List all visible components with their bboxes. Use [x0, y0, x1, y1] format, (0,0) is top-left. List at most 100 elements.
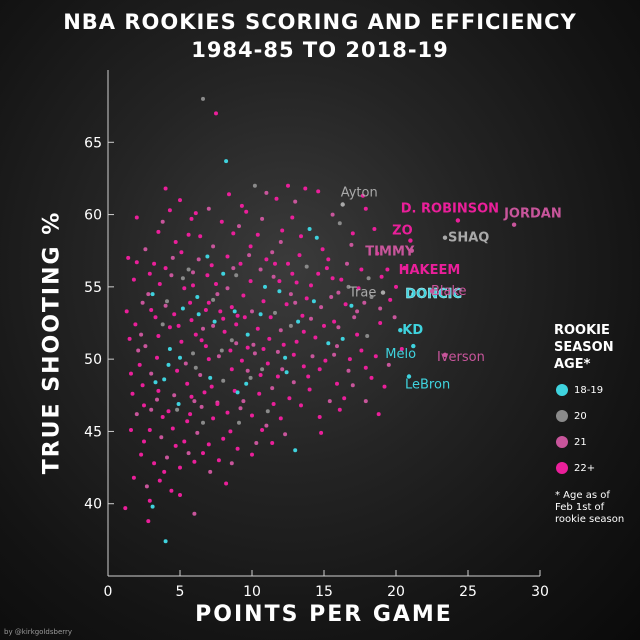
data-point	[152, 461, 157, 466]
player-label: TIMMY	[365, 245, 415, 260]
data-point	[208, 469, 213, 474]
data-point	[299, 403, 303, 408]
data-point	[166, 409, 171, 414]
data-point	[166, 362, 171, 367]
data-point	[273, 261, 277, 266]
y-tick-label: 50	[84, 352, 102, 368]
data-point	[267, 336, 272, 341]
data-point	[137, 362, 142, 367]
data-point	[394, 284, 398, 289]
data-point	[337, 407, 342, 412]
data-point	[382, 384, 387, 389]
data-point	[287, 396, 292, 401]
data-point	[270, 250, 275, 255]
data-point	[363, 399, 368, 404]
data-point	[176, 402, 181, 406]
data-point	[275, 349, 280, 354]
data-point	[147, 428, 152, 432]
data-point	[147, 271, 152, 276]
data-point	[297, 253, 302, 258]
highlight-point	[406, 374, 412, 379]
data-point	[201, 420, 205, 425]
data-point	[214, 282, 218, 286]
data-point	[283, 432, 288, 437]
data-point	[261, 347, 266, 351]
data-point	[317, 367, 322, 372]
data-point	[281, 342, 286, 347]
data-point	[193, 211, 198, 216]
player-label: SHAQ	[448, 231, 489, 246]
data-point	[310, 354, 315, 359]
data-point	[167, 325, 172, 330]
data-point	[365, 334, 370, 338]
footnote-line-3: rookie season	[555, 514, 625, 525]
data-point	[307, 227, 312, 231]
y-tick-label: 65	[84, 135, 102, 151]
data-point	[189, 216, 194, 221]
x-tick-label: 10	[243, 584, 261, 600]
highlight-point	[442, 235, 448, 240]
data-point	[352, 315, 357, 320]
data-point	[258, 312, 263, 317]
data-point	[342, 396, 347, 401]
x-axis-label: POINTS PER GAME	[195, 602, 453, 627]
data-point	[326, 257, 331, 262]
y-tick-label: 40	[84, 497, 102, 513]
data-point	[330, 212, 335, 217]
data-point	[192, 459, 197, 464]
data-point	[360, 193, 365, 198]
data-point	[189, 394, 194, 399]
data-point	[234, 341, 239, 346]
data-point	[327, 399, 332, 404]
data-point	[362, 300, 367, 305]
data-point	[157, 282, 162, 286]
data-point	[195, 430, 200, 435]
player-label: Trae	[348, 286, 376, 301]
data-point	[270, 441, 275, 445]
data-point	[350, 231, 355, 236]
data-point	[271, 274, 276, 279]
data-point	[157, 478, 162, 483]
data-point	[349, 303, 354, 308]
player-label: Blake	[431, 284, 467, 299]
data-point	[293, 300, 298, 305]
data-point	[385, 267, 390, 272]
data-point	[192, 511, 197, 516]
highlight-point	[455, 218, 461, 223]
legend-item-21: 21	[554, 429, 636, 455]
y-tick-label: 45	[84, 424, 102, 440]
data-point	[356, 286, 361, 291]
data-point	[265, 409, 270, 414]
data-point	[216, 458, 221, 463]
data-point	[350, 383, 355, 388]
data-point	[134, 215, 139, 220]
data-point	[221, 271, 226, 276]
footnote: * Age as of Feb 1st of rookie season	[555, 490, 637, 526]
data-point	[346, 368, 351, 373]
data-point	[176, 323, 181, 328]
data-point	[270, 386, 275, 391]
data-point	[173, 240, 178, 244]
data-point	[275, 374, 280, 379]
data-point	[182, 439, 187, 444]
data-point	[143, 344, 148, 349]
data-point	[379, 274, 384, 279]
data-point	[309, 316, 313, 321]
x-tick-label: 5	[176, 584, 185, 600]
legend-title-line-3: AGE*	[554, 357, 591, 372]
data-point	[219, 219, 224, 224]
data-point	[224, 159, 229, 164]
data-point	[214, 111, 218, 116]
data-point	[169, 488, 174, 493]
data-point	[206, 206, 211, 211]
legend-items: 18-19 20 21 22+	[554, 377, 636, 481]
data-point	[193, 365, 198, 370]
data-point	[316, 271, 321, 276]
data-point	[264, 423, 269, 428]
data-point	[142, 439, 146, 444]
data-point	[189, 318, 194, 323]
legend-label-21: 21	[574, 436, 587, 448]
data-point	[185, 381, 190, 386]
highlight-point	[442, 352, 448, 357]
